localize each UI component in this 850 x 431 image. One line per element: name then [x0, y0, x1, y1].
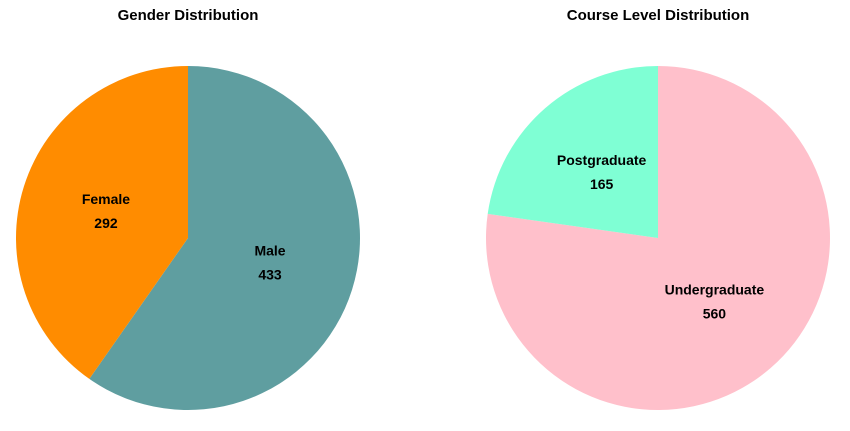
chart-title: Course Level Distribution — [567, 7, 750, 24]
slice-label: Postgraduate — [557, 152, 647, 168]
slice-value: 560 — [703, 306, 727, 322]
pie-slice — [89, 66, 361, 411]
pie-slice — [487, 65, 658, 238]
slice-label: Male — [254, 243, 285, 259]
slice-label: Undergraduate — [665, 282, 765, 298]
slice-value: 165 — [590, 176, 614, 192]
pie-slice — [16, 66, 188, 379]
slice-value: 433 — [258, 267, 282, 283]
slice-label: Female — [82, 191, 130, 207]
pie-slice — [485, 66, 830, 410]
slice-value: 292 — [94, 215, 118, 231]
chart-title: Gender Distribution — [118, 7, 259, 24]
